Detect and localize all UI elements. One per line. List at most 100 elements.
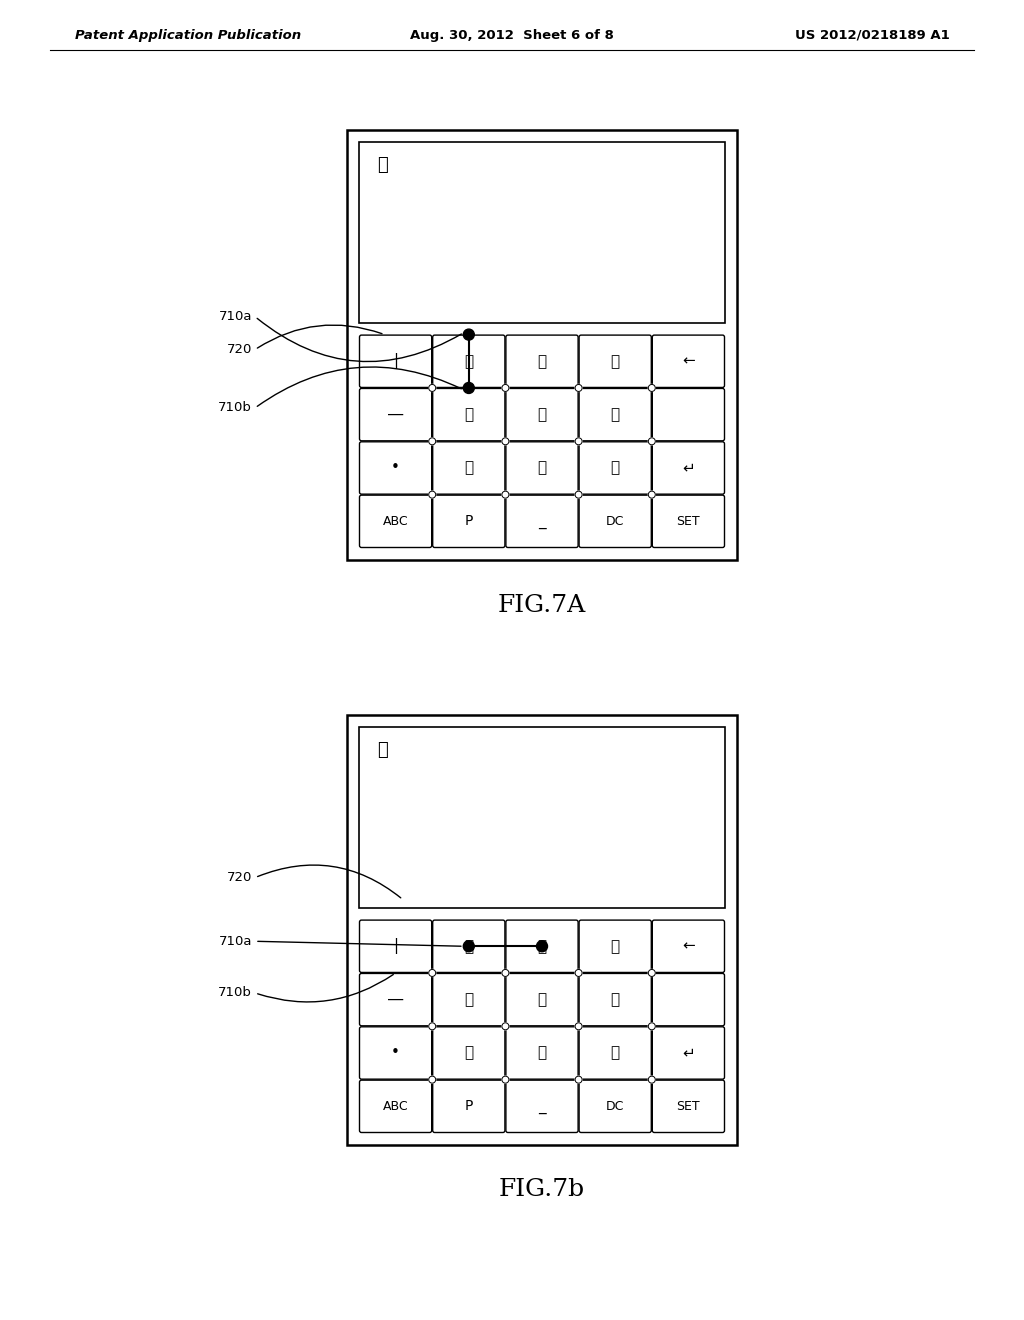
Text: ABC: ABC <box>383 1100 409 1113</box>
Circle shape <box>648 384 655 392</box>
FancyBboxPatch shape <box>359 1027 432 1080</box>
Text: |: | <box>393 939 398 954</box>
FancyBboxPatch shape <box>433 495 505 548</box>
FancyBboxPatch shape <box>433 920 505 973</box>
FancyBboxPatch shape <box>359 335 432 388</box>
Text: DC: DC <box>606 1100 625 1113</box>
FancyBboxPatch shape <box>506 388 579 441</box>
Circle shape <box>463 383 474 393</box>
Text: FIG.7b: FIG.7b <box>499 1179 585 1201</box>
FancyBboxPatch shape <box>580 335 651 388</box>
FancyBboxPatch shape <box>652 495 725 548</box>
Text: _: _ <box>539 513 546 529</box>
FancyBboxPatch shape <box>506 920 579 973</box>
Text: SET: SET <box>677 1100 700 1113</box>
Text: 비: 비 <box>377 741 388 759</box>
Text: 라: 라 <box>610 1045 620 1060</box>
FancyBboxPatch shape <box>359 495 432 548</box>
Circle shape <box>502 1023 509 1030</box>
Text: 다: 다 <box>610 354 620 368</box>
FancyBboxPatch shape <box>506 335 579 388</box>
FancyBboxPatch shape <box>652 1080 725 1133</box>
Bar <box>347 129 737 560</box>
Circle shape <box>502 969 509 977</box>
Text: 비: 비 <box>464 939 473 954</box>
Text: 비: 비 <box>464 354 473 368</box>
Text: 나: 나 <box>464 461 473 475</box>
Circle shape <box>648 438 655 445</box>
Circle shape <box>502 438 509 445</box>
Text: DC: DC <box>606 515 625 528</box>
Text: 자: 자 <box>538 939 547 954</box>
Text: 오: 오 <box>538 1045 547 1060</box>
FancyBboxPatch shape <box>506 495 579 548</box>
Text: 사: 사 <box>538 993 547 1007</box>
Bar <box>347 715 737 1144</box>
FancyBboxPatch shape <box>580 495 651 548</box>
Text: ←: ← <box>682 354 694 368</box>
FancyBboxPatch shape <box>506 1080 579 1133</box>
Text: US 2012/0218189 A1: US 2012/0218189 A1 <box>796 29 950 41</box>
Text: ←: ← <box>682 939 694 954</box>
FancyBboxPatch shape <box>652 973 725 1026</box>
Circle shape <box>429 384 435 392</box>
FancyBboxPatch shape <box>506 973 579 1026</box>
FancyBboxPatch shape <box>433 442 505 494</box>
Circle shape <box>575 384 582 392</box>
FancyBboxPatch shape <box>580 920 651 973</box>
Text: SET: SET <box>677 515 700 528</box>
Text: ―: ― <box>388 993 403 1007</box>
FancyBboxPatch shape <box>433 1027 505 1080</box>
Circle shape <box>429 969 435 977</box>
Text: P: P <box>465 515 473 528</box>
Circle shape <box>429 491 435 498</box>
FancyBboxPatch shape <box>580 973 651 1026</box>
Text: 720: 720 <box>226 871 252 884</box>
Circle shape <box>575 491 582 498</box>
Circle shape <box>429 1076 435 1084</box>
Circle shape <box>429 438 435 445</box>
FancyBboxPatch shape <box>652 335 725 388</box>
Circle shape <box>648 491 655 498</box>
Text: ↵: ↵ <box>682 461 694 475</box>
Circle shape <box>648 969 655 977</box>
FancyBboxPatch shape <box>652 388 725 441</box>
Text: 오: 오 <box>538 461 547 475</box>
FancyBboxPatch shape <box>580 1080 651 1133</box>
Circle shape <box>575 1023 582 1030</box>
Text: 마: 마 <box>610 407 620 422</box>
Text: P: P <box>465 1100 473 1113</box>
Text: Aug. 30, 2012  Sheet 6 of 8: Aug. 30, 2012 Sheet 6 of 8 <box>410 29 614 41</box>
FancyBboxPatch shape <box>359 442 432 494</box>
Circle shape <box>502 1076 509 1084</box>
Text: 자: 자 <box>538 354 547 368</box>
Text: 710a: 710a <box>218 935 252 948</box>
Text: |: | <box>393 354 398 370</box>
Text: ↵: ↵ <box>682 1045 694 1060</box>
FancyBboxPatch shape <box>506 1027 579 1080</box>
Bar <box>359 143 725 322</box>
Circle shape <box>648 1076 655 1084</box>
Circle shape <box>575 969 582 977</box>
Circle shape <box>463 941 474 952</box>
FancyBboxPatch shape <box>580 388 651 441</box>
Text: ㄱ: ㄱ <box>464 407 473 422</box>
Text: ABC: ABC <box>383 515 409 528</box>
Text: FIG.7A: FIG.7A <box>498 594 586 616</box>
Text: ㄱ: ㄱ <box>464 993 473 1007</box>
FancyBboxPatch shape <box>506 442 579 494</box>
Text: 라: 라 <box>610 461 620 475</box>
Text: ―: ― <box>388 407 403 422</box>
Text: 마: 마 <box>610 993 620 1007</box>
FancyBboxPatch shape <box>433 973 505 1026</box>
FancyBboxPatch shape <box>652 1027 725 1080</box>
Text: 다: 다 <box>610 939 620 954</box>
FancyBboxPatch shape <box>433 388 505 441</box>
Text: •: • <box>391 461 400 475</box>
Text: Patent Application Publication: Patent Application Publication <box>75 29 301 41</box>
Circle shape <box>575 438 582 445</box>
Bar <box>359 727 725 908</box>
Text: 비: 비 <box>377 156 388 174</box>
Circle shape <box>537 941 548 952</box>
Circle shape <box>502 491 509 498</box>
